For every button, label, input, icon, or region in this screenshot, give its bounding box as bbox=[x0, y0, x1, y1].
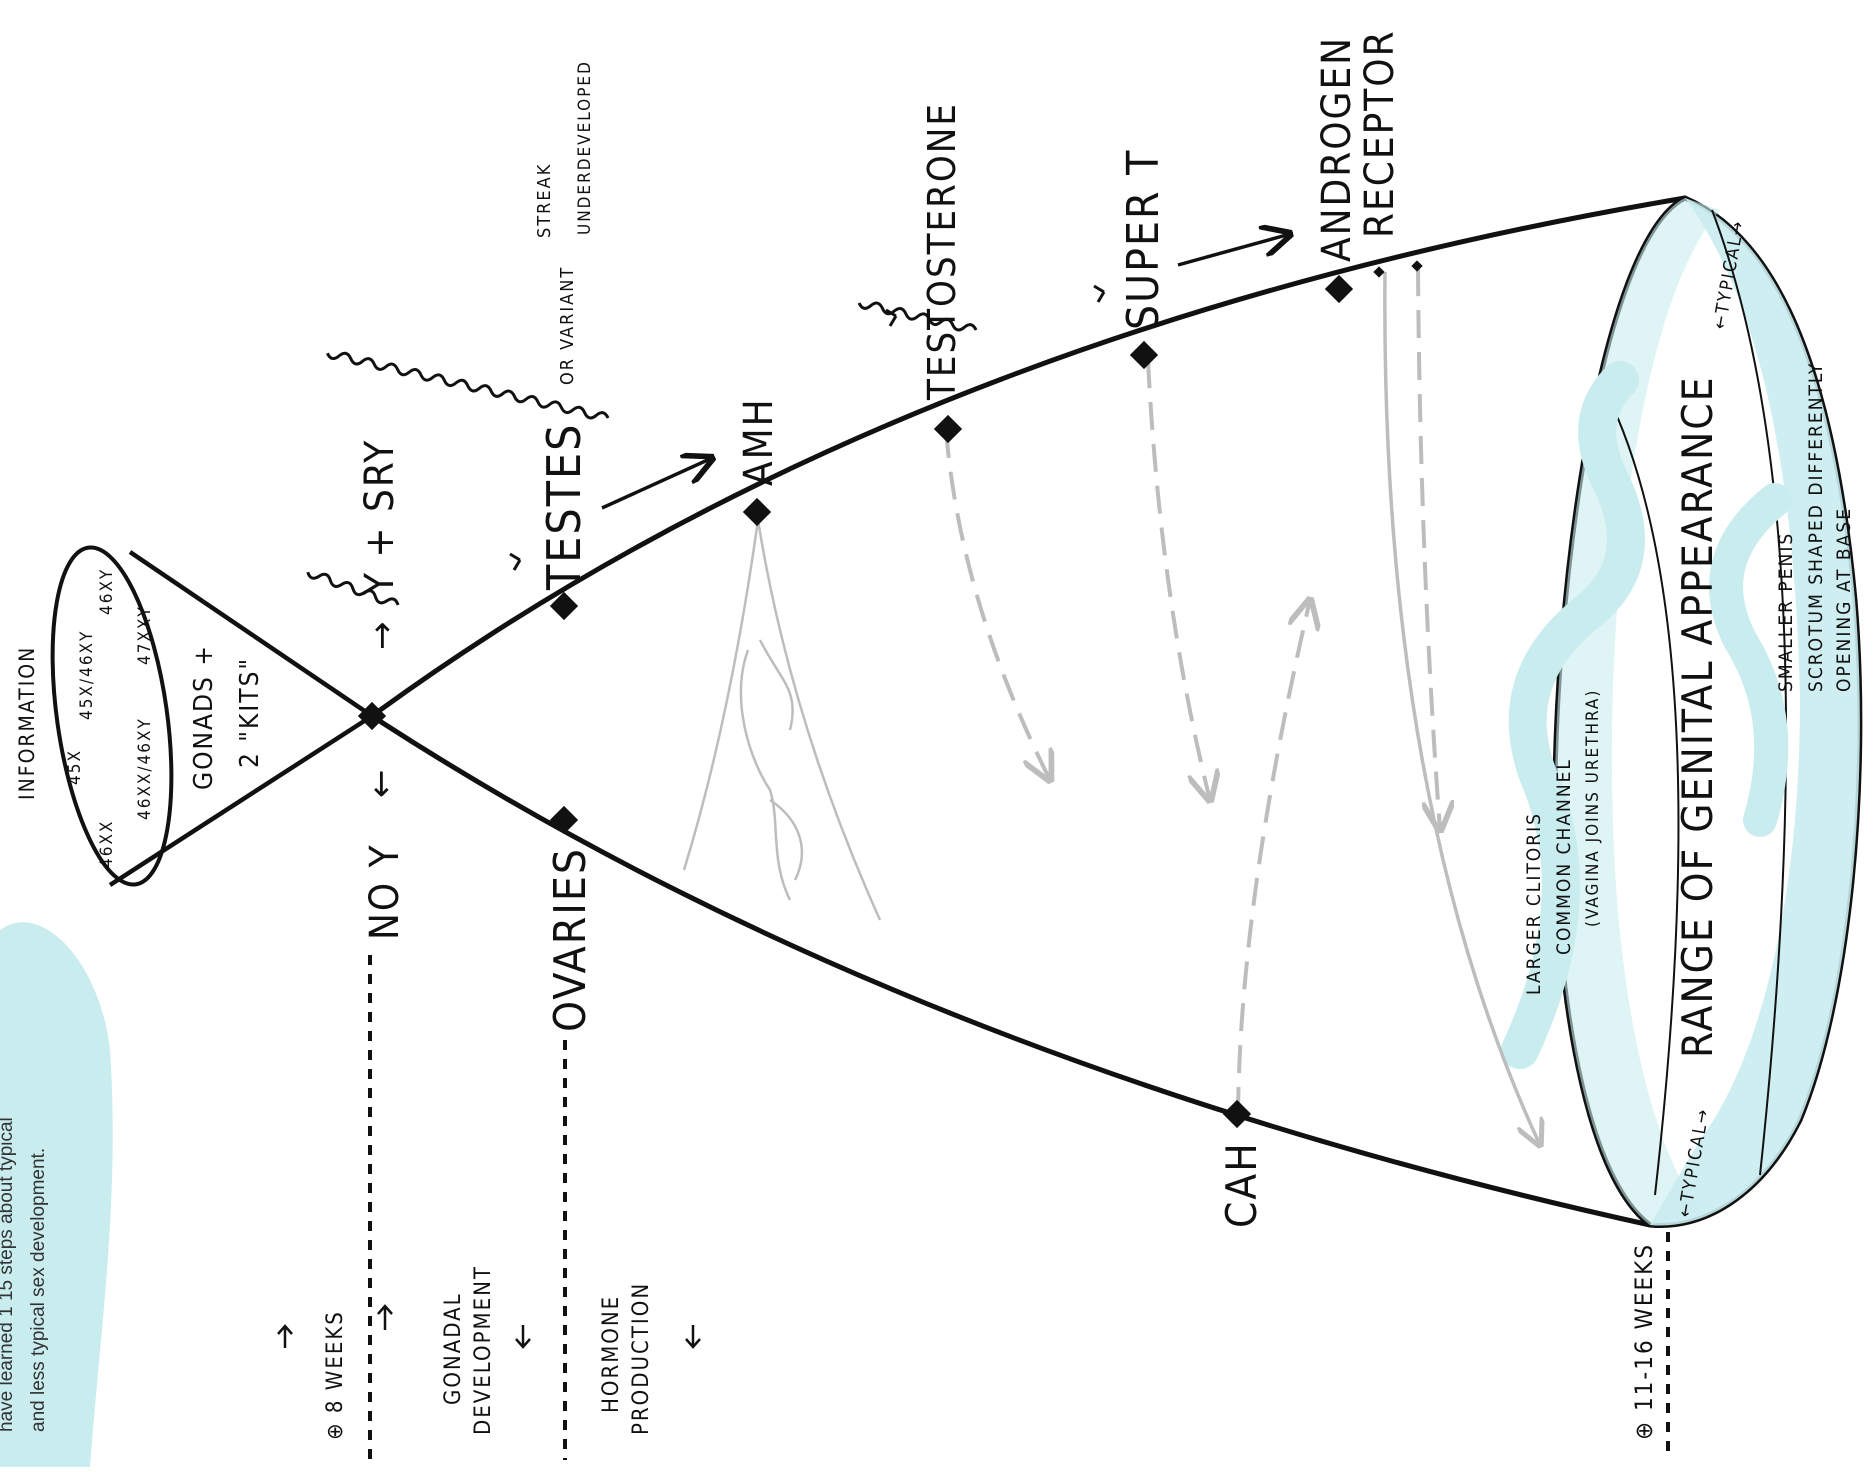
svg-text:NO Y: NO Y bbox=[362, 843, 408, 940]
cah-label: CAH bbox=[1217, 1141, 1266, 1228]
svg-text:RECEPTOR: RECEPTOR bbox=[1357, 29, 1403, 238]
teal-scribbles bbox=[1501, 361, 1792, 1069]
karyotype-label: 46XY bbox=[97, 568, 117, 615]
svg-text:Y + SRY: Y + SRY bbox=[357, 439, 403, 596]
streak-label: STREAK bbox=[534, 163, 555, 238]
information-title: INFORMATION bbox=[15, 646, 39, 800]
squiggle-arrows bbox=[306, 284, 1106, 606]
svg-text:SMALLER PENIS: SMALLER PENIS bbox=[1775, 532, 1797, 692]
intro-text: have learned 1 15 steps about typical an… bbox=[0, 1117, 49, 1432]
svg-text:DEVELOPMENT: DEVELOPMENT bbox=[471, 1265, 496, 1435]
karyotype-labels: 46XX 45X 46XX/46XY 45X/46XY 47XXY 46XY bbox=[65, 568, 155, 868]
svg-text:STREAK: STREAK bbox=[534, 163, 555, 238]
karyotype-label: 45X/46XY bbox=[77, 630, 97, 720]
svg-text:GONADAL: GONADAL bbox=[441, 1292, 466, 1405]
svg-text:⊕ 11-16 WEEKS: ⊕ 11-16 WEEKS bbox=[1630, 1243, 1658, 1440]
range-of-genital-appearance-title: RANGE OF GENITAL APPEARANCE bbox=[1673, 375, 1722, 1058]
karyotype-label: 46XX bbox=[97, 820, 117, 868]
svg-text:SUPER T: SUPER T bbox=[1118, 149, 1169, 330]
svg-text:PRODUCTION: PRODUCTION bbox=[629, 1282, 654, 1435]
arrow-left-label: ← bbox=[361, 770, 401, 799]
diamond-nodes bbox=[357, 260, 1423, 1129]
svg-text:OR VARIANT: OR VARIANT bbox=[557, 266, 578, 385]
super-t-label: SUPER T bbox=[1118, 149, 1169, 330]
or-variant-label: OR VARIANT bbox=[557, 266, 578, 385]
main-branches bbox=[370, 195, 1686, 1228]
svg-text:INFORMATION: INFORMATION bbox=[15, 646, 39, 800]
y-sry-label: Y + SRY bbox=[357, 439, 403, 596]
gray-dashed-arrows bbox=[944, 267, 1440, 1116]
svg-text:SCROTUM SHAPED DIFFERENTLY: SCROTUM SHAPED DIFFERENTLY bbox=[1805, 362, 1827, 692]
svg-text:(VAGINA JOINS URETHRA): (VAGINA JOINS URETHRA) bbox=[1583, 689, 1603, 927]
svg-text:ANDROGEN: ANDROGEN bbox=[1314, 36, 1360, 262]
svg-text:UNDERDEVELOPED: UNDERDEVELOPED bbox=[575, 60, 595, 235]
no-y-label: NO Y bbox=[362, 843, 408, 940]
supert-to-androgen-arrow bbox=[1177, 234, 1290, 267]
svg-text:←: ← bbox=[361, 770, 401, 799]
svg-text:LARGER CLITORIS: LARGER CLITORIS bbox=[1523, 812, 1545, 995]
svg-text:OVARIES: OVARIES bbox=[545, 847, 596, 1032]
arrow-right-label: → bbox=[362, 622, 402, 651]
svg-text:→: → bbox=[362, 622, 402, 651]
svg-text:⊕ 8 WEEKS: ⊕ 8 WEEKS bbox=[323, 1310, 348, 1440]
timeline-dashes bbox=[368, 955, 1670, 1460]
ovaries-label: OVARIES bbox=[545, 847, 596, 1032]
svg-text:OPENING AT BASE: OPENING AT BASE bbox=[1833, 507, 1855, 692]
androgen-receptor-label: ANDROGEN RECEPTOR bbox=[1314, 29, 1403, 262]
hormone-production-label: HORMONE PRODUCTION bbox=[599, 1282, 654, 1435]
intro-teal-blob bbox=[0, 922, 113, 1467]
amh-label: AMH bbox=[736, 397, 782, 486]
right-variation-text: SMALLER PENIS SCROTUM SHAPED DIFFERENTLY… bbox=[1775, 362, 1855, 692]
left-variation-text: LARGER CLITORIS COMMON CHANNEL (VAGINA J… bbox=[1523, 689, 1603, 995]
karyotype-label: 45X bbox=[65, 749, 85, 785]
svg-text:CAH: CAH bbox=[1217, 1141, 1266, 1228]
amh-gray-sketch bbox=[682, 519, 882, 921]
testes-to-amh-arrow bbox=[601, 458, 712, 510]
gray-solid-arrow bbox=[1383, 271, 1540, 1145]
eight-weeks-label: ⊕ 8 WEEKS bbox=[323, 1310, 348, 1440]
intro-line-2: and less typical sex development. bbox=[28, 1148, 49, 1432]
testes-label: TESTES bbox=[537, 423, 591, 591]
svg-text:RANGE OF GENITAL APPEARANCE: RANGE OF GENITAL APPEARANCE bbox=[1673, 375, 1722, 1058]
svg-text:TESTES: TESTES bbox=[537, 423, 591, 591]
underdeveloped-label: UNDERDEVELOPED bbox=[575, 60, 595, 235]
gonads-kits-label: GONADS + 2 "KITS" bbox=[189, 644, 265, 790]
svg-text:HORMONE: HORMONE bbox=[599, 1295, 624, 1413]
intro-line-1: have learned 1 15 steps about typical bbox=[0, 1117, 17, 1432]
gonadal-development-label: GONADAL DEVELOPMENT bbox=[441, 1265, 496, 1435]
svg-text:GONADS +: GONADS + bbox=[189, 644, 219, 790]
weeks-11-16-label: ⊕ 11-16 WEEKS bbox=[1630, 1243, 1658, 1440]
karyotype-label: 47XXY bbox=[135, 605, 155, 665]
svg-text:TESTOSTERONE: TESTOSTERONE bbox=[920, 102, 964, 401]
svg-text:COMMON CHANNEL: COMMON CHANNEL bbox=[1553, 758, 1575, 955]
timeline-arrows bbox=[277, 1304, 701, 1349]
svg-text:2 "KITS": 2 "KITS" bbox=[235, 657, 265, 768]
testosterone-label: TESTOSTERONE bbox=[920, 102, 964, 401]
svg-text:AMH: AMH bbox=[736, 397, 782, 486]
karyotype-label: 46XX/46XY bbox=[135, 717, 155, 820]
